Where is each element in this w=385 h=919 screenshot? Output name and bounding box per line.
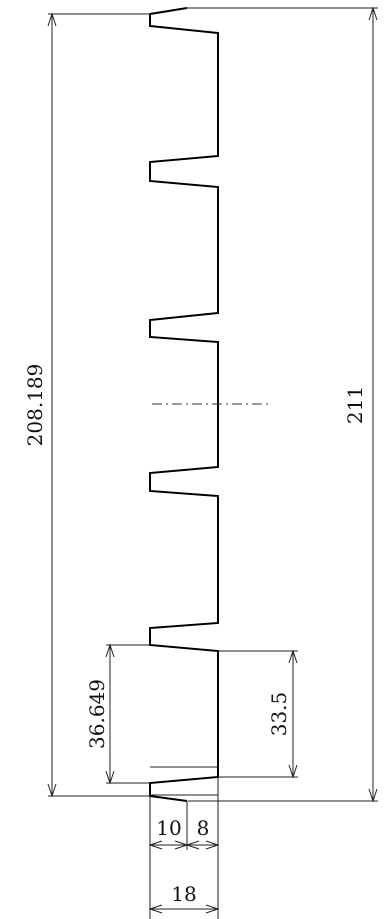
dimension-36-649: 36.649 bbox=[85, 643, 150, 785]
dimension-208-189: 208.189 bbox=[23, 12, 150, 798]
dimension-10-label: 10 bbox=[156, 816, 181, 840]
dimension-33-5: 33.5 bbox=[218, 649, 298, 779]
dimension-18: 18 bbox=[148, 882, 220, 914]
dimension-33-5-label: 33.5 bbox=[267, 692, 291, 737]
dimension-208-189-label: 208.189 bbox=[23, 364, 47, 447]
dimension-36-649-label: 36.649 bbox=[85, 679, 109, 749]
dimension-8-label: 8 bbox=[197, 816, 210, 840]
dimension-211-label: 211 bbox=[343, 386, 367, 424]
dimension-211: 211 bbox=[186, 6, 378, 803]
dimension-10-8: 10 8 bbox=[148, 766, 220, 919]
dimension-18-label: 18 bbox=[171, 882, 196, 906]
